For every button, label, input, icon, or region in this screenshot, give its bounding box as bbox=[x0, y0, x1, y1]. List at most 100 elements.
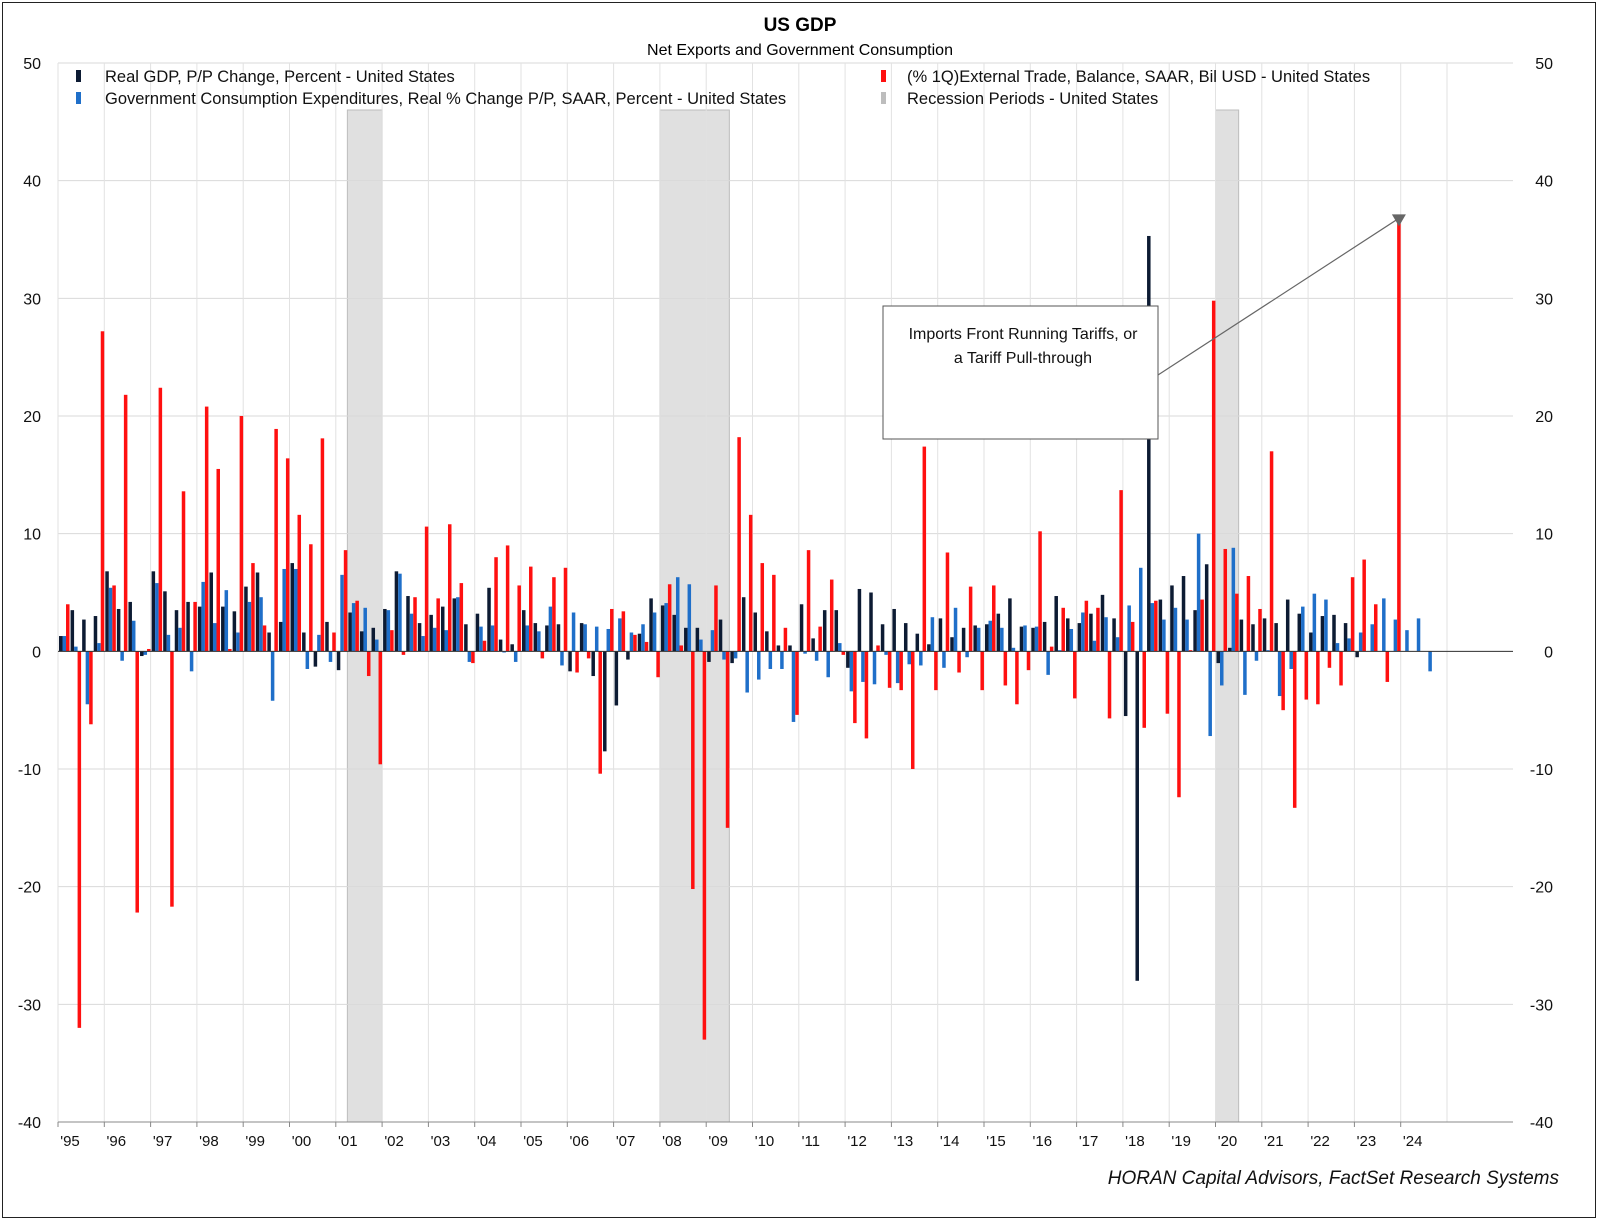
bar-gov-consumption bbox=[895, 651, 900, 684]
x-tick-label: '03 bbox=[431, 1133, 451, 1150]
bar-gov-consumption bbox=[1185, 619, 1189, 652]
bar-external-trade bbox=[251, 563, 255, 652]
bar-gov-consumption bbox=[1382, 598, 1386, 652]
bar-real-gdp bbox=[1066, 618, 1070, 652]
bar-gov-consumption bbox=[236, 632, 240, 652]
bar-external-trade bbox=[853, 651, 857, 724]
y-tick-label-right: 20 bbox=[1535, 409, 1553, 426]
y-tick-label-left: -10 bbox=[18, 762, 41, 779]
bar-gov-consumption bbox=[259, 597, 263, 652]
bar-external-trade bbox=[505, 545, 510, 652]
bar-external-trade bbox=[1339, 651, 1343, 686]
bar-real-gdp bbox=[278, 621, 283, 652]
bar-real-gdp bbox=[811, 638, 815, 652]
bar-gov-consumption bbox=[664, 603, 668, 652]
bar-real-gdp bbox=[776, 645, 781, 652]
y-tick-label-left: -30 bbox=[18, 997, 41, 1014]
bar-real-gdp bbox=[186, 601, 190, 652]
bar-external-trade bbox=[957, 651, 961, 673]
bar-external-trade bbox=[1015, 651, 1019, 705]
x-tick-label: '12 bbox=[847, 1133, 867, 1150]
bar-external-trade bbox=[748, 514, 753, 652]
bar-gov-consumption bbox=[1277, 651, 1282, 697]
bar-external-trade bbox=[887, 651, 892, 688]
x-tick-label: '20 bbox=[1218, 1133, 1238, 1150]
bar-gov-consumption bbox=[1150, 603, 1155, 652]
bar-external-trade bbox=[540, 651, 545, 659]
recession-band bbox=[659, 109, 730, 1123]
y-tick-label-right: 50 bbox=[1535, 56, 1553, 73]
bar-gov-consumption bbox=[270, 651, 275, 701]
y-tick-label-right: 30 bbox=[1535, 291, 1553, 308]
bar-gov-consumption bbox=[884, 651, 888, 655]
bar-gov-consumption bbox=[131, 620, 136, 652]
bar-real-gdp bbox=[1204, 564, 1209, 652]
bar-real-gdp bbox=[498, 639, 503, 652]
bar-external-trade bbox=[355, 600, 359, 652]
legend-swatch-gov-consumption bbox=[76, 92, 81, 104]
bar-external-trade bbox=[934, 651, 938, 691]
bar-gov-consumption bbox=[919, 651, 923, 666]
bar-gov-consumption bbox=[1254, 651, 1259, 661]
bar-external-trade bbox=[679, 645, 683, 652]
bar-real-gdp bbox=[1297, 613, 1302, 652]
bar-external-trade bbox=[610, 608, 614, 652]
bar-gov-consumption bbox=[1000, 627, 1004, 652]
bar-external-trade bbox=[1258, 608, 1262, 652]
bar-external-trade bbox=[1061, 607, 1065, 652]
bar-gov-consumption bbox=[1266, 650, 1270, 652]
bar-external-trade bbox=[123, 394, 128, 652]
y-tick-label-right: 10 bbox=[1535, 527, 1553, 544]
bars-layer bbox=[59, 218, 1432, 1040]
bar-gov-consumption bbox=[108, 587, 113, 652]
bar-real-gdp bbox=[545, 625, 549, 652]
bar-real-gdp bbox=[1112, 618, 1116, 652]
bar-real-gdp bbox=[140, 651, 144, 657]
bar-real-gdp bbox=[1343, 623, 1348, 652]
x-tick-label: '99 bbox=[245, 1133, 265, 1150]
y-tick-label-left: 0 bbox=[32, 644, 41, 661]
y-tick-label-right: -10 bbox=[1530, 762, 1553, 779]
bar-real-gdp bbox=[174, 610, 179, 652]
bar-real-gdp bbox=[383, 608, 387, 652]
legend-label-gov-consumption: Government Consumption Expenditures, Rea… bbox=[105, 90, 786, 108]
bar-external-trade bbox=[1246, 576, 1251, 652]
chart-title: US GDP bbox=[764, 15, 837, 36]
bar-external-trade bbox=[1316, 651, 1320, 705]
bar-gov-consumption bbox=[826, 651, 830, 678]
bar-external-trade bbox=[1049, 646, 1054, 652]
bar-gov-consumption bbox=[1081, 612, 1085, 652]
bar-external-trade bbox=[1084, 600, 1089, 652]
x-tick-label: '09 bbox=[708, 1133, 728, 1150]
bar-gov-consumption bbox=[155, 583, 159, 652]
bar-gov-consumption bbox=[757, 651, 761, 680]
bar-external-trade bbox=[1154, 600, 1158, 652]
bar-external-trade bbox=[390, 630, 394, 652]
x-tick-label: '16 bbox=[1033, 1133, 1053, 1150]
bar-real-gdp bbox=[973, 625, 977, 652]
bar-gov-consumption bbox=[965, 651, 969, 658]
bar-gov-consumption bbox=[930, 617, 935, 652]
bar-external-trade bbox=[285, 458, 290, 652]
chart: 50 50 40 40 30 30 20 20 10 10 0 0 -10 -10 -20 -20 -30 -30… bbox=[18, 15, 1560, 1189]
bar-gov-consumption bbox=[594, 626, 599, 652]
bar-real-gdp bbox=[1274, 623, 1278, 652]
bar-external-trade bbox=[228, 648, 232, 652]
bar-external-trade bbox=[922, 446, 927, 652]
bar-external-trade bbox=[783, 627, 788, 652]
bar-gov-consumption bbox=[1023, 625, 1027, 652]
bar-real-gdp bbox=[672, 614, 676, 652]
bar-gov-consumption bbox=[294, 568, 298, 652]
x-tick-label: '98 bbox=[199, 1133, 219, 1150]
bar-gov-consumption bbox=[386, 610, 391, 652]
bar-real-gdp bbox=[371, 627, 376, 652]
bar-external-trade bbox=[598, 651, 602, 774]
bar-gov-consumption bbox=[537, 631, 541, 652]
bar-external-trade bbox=[737, 437, 741, 652]
y-tick-label-right: 40 bbox=[1535, 174, 1553, 191]
bar-gov-consumption bbox=[861, 651, 865, 682]
bar-gov-consumption bbox=[1034, 626, 1039, 652]
bar-real-gdp bbox=[614, 651, 619, 706]
bar-real-gdp bbox=[1054, 596, 1058, 652]
annotation: Imports Front Running Tariffs, or a Tari… bbox=[882, 214, 1406, 440]
